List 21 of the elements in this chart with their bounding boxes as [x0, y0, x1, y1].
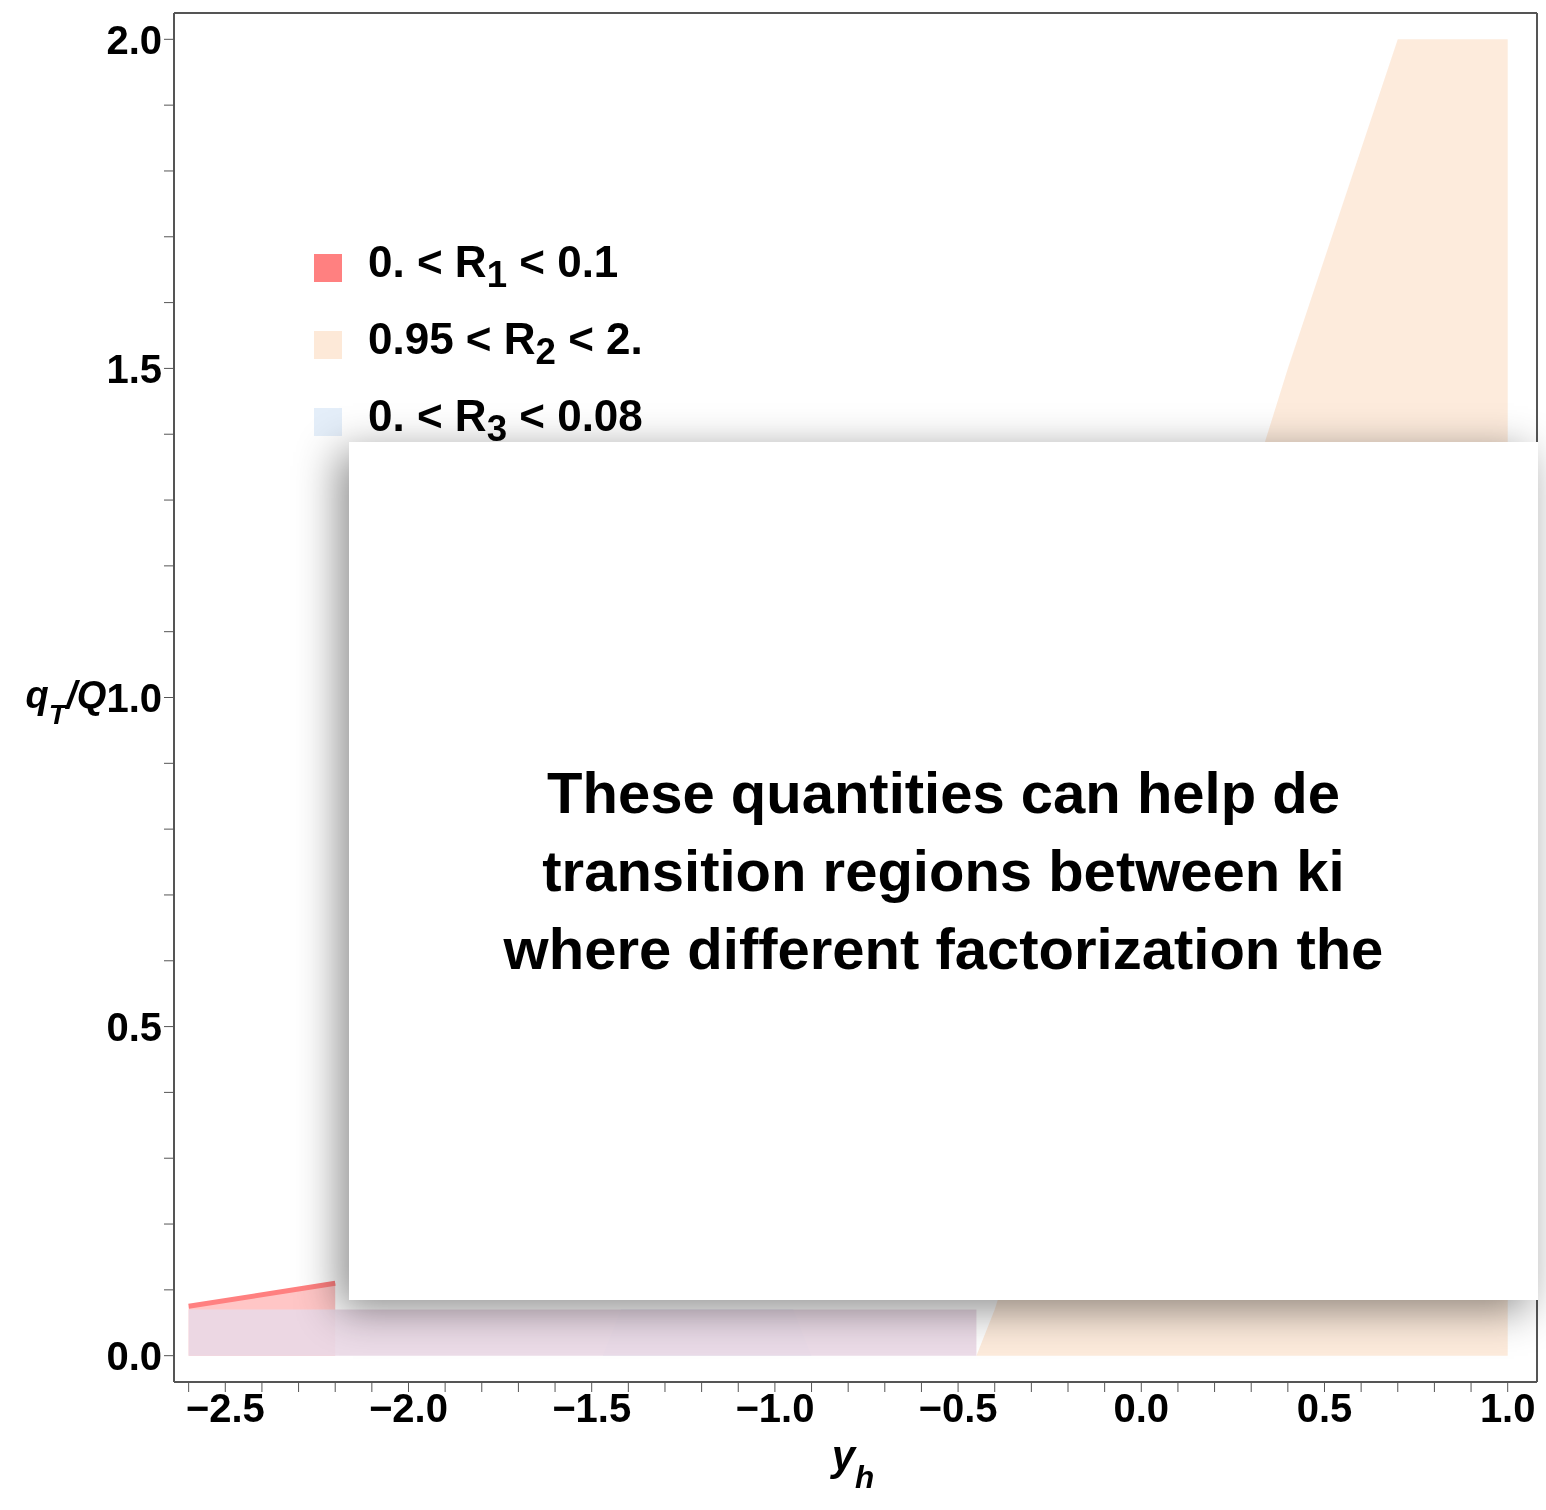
- x-tick-label: −2.5: [185, 1386, 265, 1431]
- x-tick-label: 0.0: [1113, 1386, 1170, 1431]
- y-tick-label: 2.0: [106, 17, 162, 62]
- x-tick-label: −1.5: [552, 1386, 632, 1431]
- y-tick-label: 1.5: [106, 346, 162, 391]
- y-tick-label: 1.0: [106, 675, 162, 720]
- popup-panel: These quantities can help de transition regions between ki where different factorization the: [349, 442, 1538, 1300]
- annotation: where different factorization the: [503, 915, 1384, 983]
- x-tick-label: −1.0: [735, 1386, 815, 1431]
- legend-label: 0.95 < R$_{2}$ < 2.: [368, 312, 643, 374]
- x-axis-title: y$_{h}$: [829, 1432, 875, 1495]
- x-tick-label: −2.0: [369, 1386, 448, 1431]
- legend-label: 0. < R$_{1}$ < 0.1: [368, 236, 619, 297]
- y-axis-title: q$_{T}$/Q: [25, 674, 107, 730]
- annotation: transition regions between ki: [542, 837, 1345, 905]
- x-tick-label: 1.0: [1479, 1386, 1536, 1431]
- y-tick-label: 0.5: [106, 1004, 162, 1049]
- y-tick-label: 0.0: [106, 1333, 162, 1378]
- x-tick-label: 0.5: [1296, 1386, 1353, 1431]
- annotation: These quantities can help de: [547, 759, 1340, 827]
- x-tick-label: −0.5: [918, 1386, 998, 1431]
